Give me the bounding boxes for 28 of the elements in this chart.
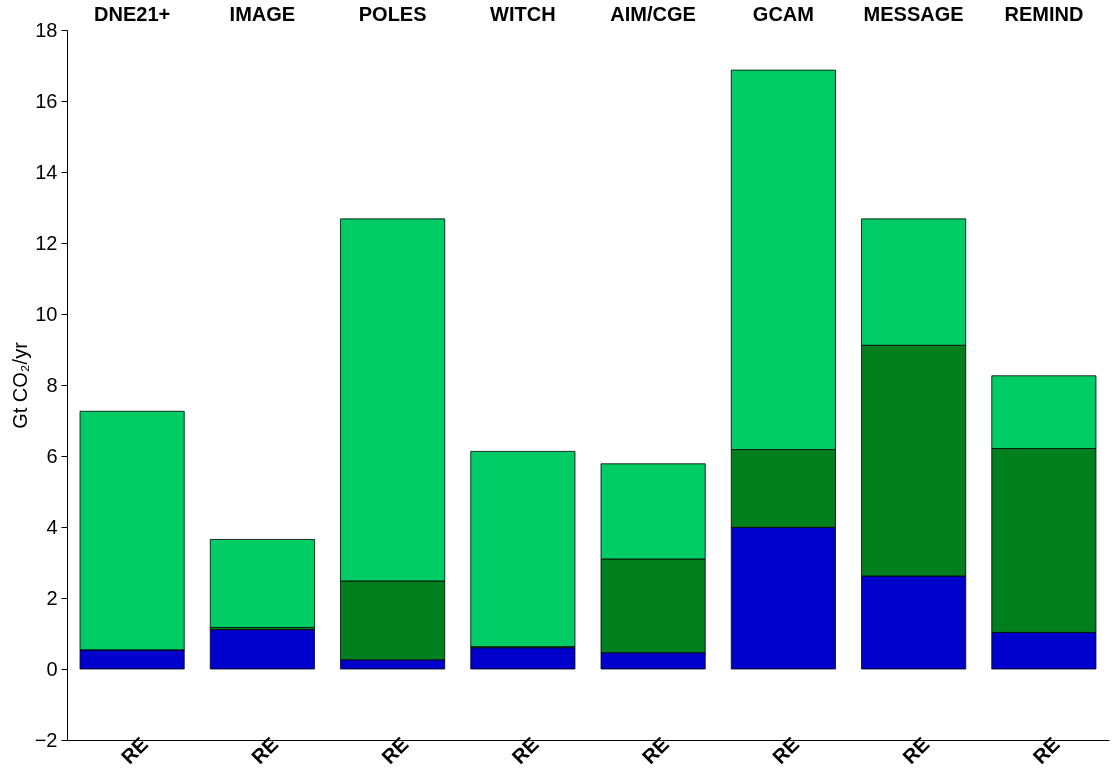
y-tick-label: 18 <box>35 18 58 41</box>
y-tick-label: 0 <box>46 657 58 680</box>
x-tick-label: GCAM <box>752 2 814 25</box>
x-tick-label: WITCH <box>490 2 556 25</box>
y-tick-label: 12 <box>35 231 58 254</box>
x-tick-label: MESSAGE <box>863 2 964 25</box>
x-tick-label: REMIND <box>1004 2 1084 25</box>
annotation: RE <box>377 732 413 769</box>
x-tick-label: DNE21+ <box>94 2 171 25</box>
y-tick-label: 8 <box>46 373 58 396</box>
x-tick-label: IMAGE <box>229 2 296 25</box>
y-tick-label: 10 <box>35 302 58 325</box>
y-tick-label: −2 <box>34 728 58 751</box>
annotation: RE <box>767 732 804 769</box>
annotation: RE <box>898 732 934 769</box>
annotation: RE <box>1028 732 1064 769</box>
annotation: RE <box>246 732 283 769</box>
y-tick-label: 6 <box>46 444 58 467</box>
y-tick-label: 2 <box>46 586 58 609</box>
y-axis-title: Gt CO₂/yr <box>8 341 31 429</box>
y-tick-label: 16 <box>35 89 58 112</box>
y-tick-label: 14 <box>35 160 58 183</box>
annotation: RE <box>637 732 673 769</box>
annotation: RE <box>507 732 543 769</box>
x-tick-label: POLES <box>358 2 427 25</box>
annotation: RE <box>116 732 152 769</box>
y-tick-label: 4 <box>46 515 58 538</box>
x-tick-label: AIM/CGE <box>610 2 696 25</box>
